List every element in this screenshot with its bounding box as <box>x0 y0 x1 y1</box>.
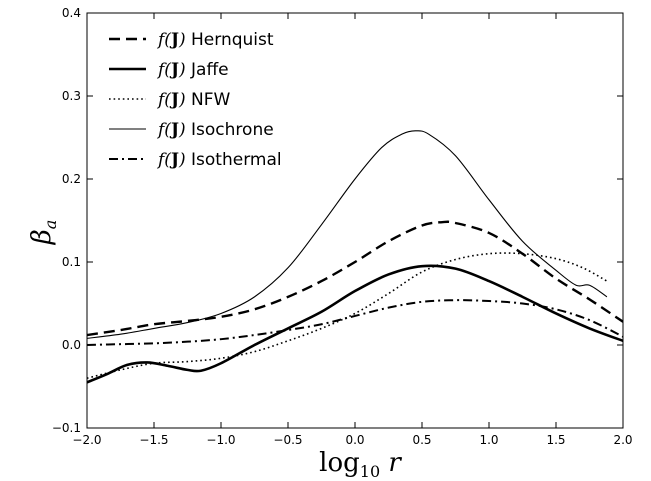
series-line-hernquist <box>87 220 623 337</box>
x-tick-label: 2.0 <box>613 433 632 447</box>
series-layer <box>87 130 623 384</box>
series-line-isochrone <box>87 130 608 339</box>
legend-label-isothermal: f(J) Isothermal <box>156 150 282 170</box>
legend: f(J) Hernquist f(J) Jaffe f(J) NFW f(J) Iso… <box>109 30 282 170</box>
y-tick-label: 0.2 <box>62 172 81 186</box>
y-tick-label: 0.4 <box>62 6 81 20</box>
legend-label-isochrone: f(J) Isochrone <box>156 120 274 140</box>
series-line-nfw <box>87 252 608 379</box>
series-line-isothermal <box>87 299 623 346</box>
x-tick-label: −1.0 <box>206 433 235 447</box>
legend-label-nfw: f(J) NFW <box>156 90 231 110</box>
legend-label-hernquist: f(J) Hernquist <box>156 30 274 50</box>
y-tick-label: 0.3 <box>62 89 81 103</box>
ticks-layer: −2.0 −1.5 −1.0 −0.5 0.0 0.5 1.0 1.5 2.0 −0.1 0.0 0.… <box>52 6 633 447</box>
series-line-jaffe <box>87 264 623 384</box>
x-tick-label: 1.5 <box>546 433 565 447</box>
y-axis-title: βa <box>27 220 60 246</box>
y-tick-label: −0.1 <box>52 421 81 435</box>
y-tick-label: 0.1 <box>62 255 81 269</box>
x-axis-title: log10 r <box>319 448 402 481</box>
x-tick-label: −1.5 <box>139 433 168 447</box>
x-tick-label: −2.0 <box>72 433 101 447</box>
legend-label-jaffe: f(J) Jaffe <box>156 60 229 80</box>
y-tick-label: 0.0 <box>62 338 81 352</box>
x-tick-label: 0.0 <box>345 433 364 447</box>
x-tick-label: −0.5 <box>273 433 302 447</box>
x-tick-label: 1.0 <box>479 433 498 447</box>
x-tick-label: 0.5 <box>412 433 431 447</box>
